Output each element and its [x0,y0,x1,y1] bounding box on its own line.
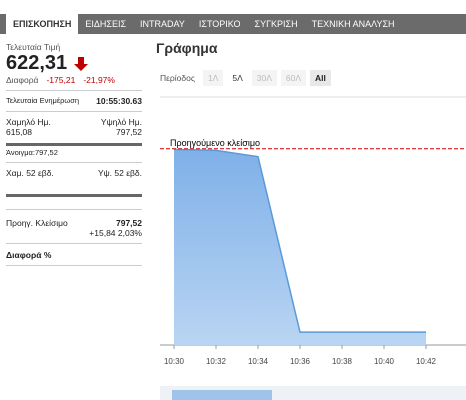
prev-close: 797,52 [116,218,142,228]
quote-panel: Τελευταία Τιμή 622,31 Διαφορά -175,21 -2… [6,42,142,271]
tab[interactable]: ΕΙΔΗΣΕΙΣ [85,19,127,29]
chart-panel: Γράφημα Περίοδος 1Λ 5Λ 30Λ 60Λ All [156,40,466,86]
x-tick-label: 10:32 [206,357,227,366]
x-tick-label: 10:38 [332,357,353,366]
label: Υψηλό Ημ. [100,117,142,127]
label: Χαμηλό Ημ. [6,117,51,127]
label: Χαμ. 52 εβδ. [6,168,54,178]
prev-change: +15,84 2,03% [89,228,142,238]
reference-label: Προηγούμενο κλείσιμο [170,138,260,148]
line [173,148,426,333]
tab[interactable]: INTRADAY [140,19,185,29]
range-slider [6,194,142,197]
panel-title: Γράφημα [156,40,218,56]
range-slider [6,143,142,146]
period-button[interactable]: 5Λ [227,70,248,86]
x-tick-label: 10:30 [164,357,185,366]
periods: Περίοδος 1Λ 5Λ 30Λ 60Λ All [156,70,466,86]
x-tick-label: 10:36 [290,357,311,366]
update-time: 10:55:30.63 [96,96,142,106]
down-arrow [74,56,89,71]
label: Υψ. 52 εβδ. [97,168,142,178]
open: Άνοιγμα:797,52 [6,148,58,157]
tab[interactable]: ΣΥΓΚΡΙΣΗ [254,19,298,29]
high: 797,52 [116,127,142,137]
period-button[interactable]: 60Λ [280,70,307,86]
x-tick-label: 10:34 [248,357,269,366]
label: Περίοδος [160,73,195,83]
label: Τελευταία Ενημέρωση [6,96,80,105]
last-price: 622,31 [6,52,68,74]
change: -175,21 [46,75,76,85]
change-pct: -21,97% [83,75,115,85]
label: Τελευταία Τιμή [6,42,61,52]
x-tick-label: 10:40 [374,357,395,366]
tab-strip: ΕΠΙΣΚΟΠΗΣΗ ΕΙΔΗΣΕΙΣ INTRADAY ΙΣΤΟΡΙΚΟ ΣΥΓΚΡΙ… [0,0,466,34]
period-button[interactable]: All [310,70,331,86]
period-button[interactable]: 30Λ [251,70,277,86]
label: Διαφορά [6,75,39,85]
tab[interactable]: ΙΣΤΟΡΙΚΟ [198,19,241,29]
area [174,149,426,345]
label: Προηγ. Κλείσιμο [6,218,68,228]
period-button[interactable]: 1Λ [202,70,224,86]
tab[interactable]: ΕΠΙΣΚΟΠΗΣΗ [6,14,79,34]
x-tick-label: 10:42 [416,357,437,366]
low: 615,08 [6,127,32,137]
label: Διαφορά % [6,250,52,260]
tab-bar: ΕΠΙΣΚΟΠΗΣΗ ΕΙΔΗΣΕΙΣ INTRADAY ΙΣΤΟΡΙΚΟ ΣΥΓΚΡΙ… [0,14,466,34]
tab[interactable]: ΤΕΧΝΙΚΗ ΑΝΑΛΥΣΗ [311,19,395,29]
